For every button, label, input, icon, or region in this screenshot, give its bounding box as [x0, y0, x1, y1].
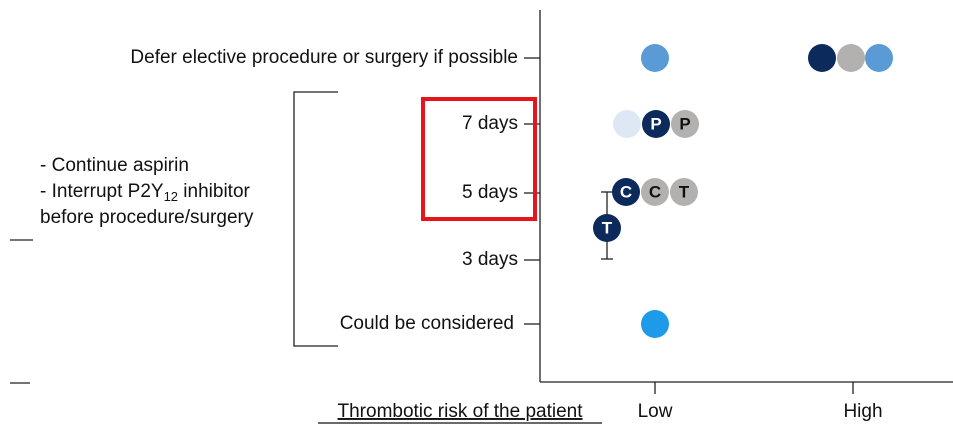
x-tick-label: Low: [638, 401, 673, 422]
dot-label: T: [679, 182, 690, 201]
dot-label: C: [649, 182, 661, 201]
dot: [671, 110, 699, 138]
bracket: [293, 91, 338, 347]
dot: [612, 178, 640, 206]
note-line: - Continue aspirin: [40, 155, 189, 176]
dot: [837, 44, 865, 72]
row-label: 3 days: [462, 249, 518, 270]
dot: [642, 110, 670, 138]
dot: [593, 214, 621, 242]
row-label: Defer elective procedure or surgery if p…: [130, 47, 518, 68]
dot-label: P: [650, 114, 661, 133]
dot: [670, 178, 698, 206]
dot: [613, 110, 641, 138]
axes: [539, 10, 953, 394]
row-label: 5 days: [462, 182, 518, 203]
dot-label: P: [679, 114, 690, 133]
highlight-box: [421, 97, 537, 221]
row-label: Could be considered: [340, 313, 514, 334]
row-label: 7 days: [462, 113, 518, 134]
dot: [641, 44, 669, 72]
row-ticks: [524, 57, 540, 325]
x-axis-title: Thrombotic risk of the patient: [338, 401, 584, 422]
dot: [641, 178, 669, 206]
dot-label: T: [602, 218, 613, 237]
dot: [865, 44, 893, 72]
x-tick-label: High: [843, 401, 882, 422]
dot: [641, 310, 669, 338]
dot: [808, 44, 836, 72]
dot-label: C: [620, 182, 632, 201]
note-line: before procedure/surgery: [40, 207, 254, 228]
note-line: - Interrupt P2Y12 inhibitor: [40, 181, 251, 204]
